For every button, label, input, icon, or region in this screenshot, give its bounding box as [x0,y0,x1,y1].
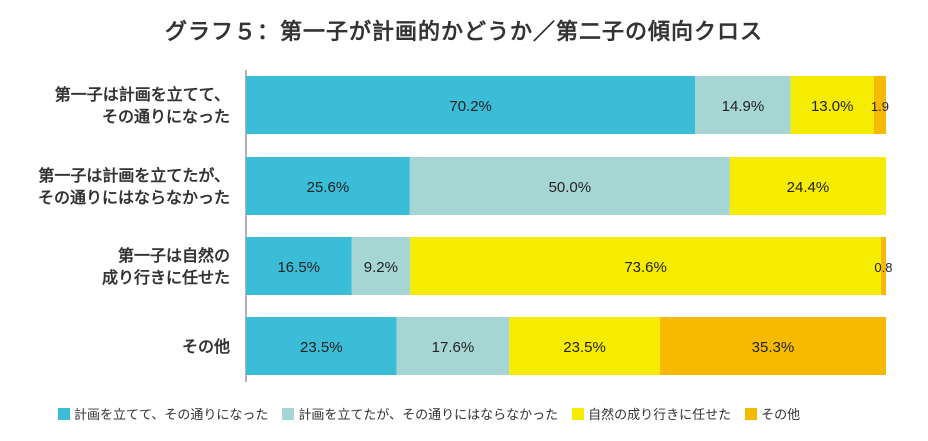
legend-item: 自然の成り行きに任せた [572,404,731,423]
legend-label: 計画を立てたが、その通りにはならなかった [298,408,559,423]
legend-label: 計画を立てて、その通りになった [74,408,269,423]
bar-segment [246,76,696,134]
bar-segment [509,317,660,375]
data-label: 0.8 [874,260,892,275]
chart-title: グラフ５：第一子が計画的かどうか／第二子の傾向クロス [164,20,763,45]
bar-segment [695,76,791,134]
data-label: 50.0% [549,179,592,196]
legend-label: 自然の成り行きに任せた [588,408,732,423]
data-label: 1.9 [871,99,889,114]
data-label: 24.4% [787,179,830,196]
bar-segment [409,157,730,215]
data-label: 14.9% [722,98,765,115]
legend-label: その他 [761,408,801,423]
category-label: その通りになった [102,107,230,126]
data-label: 23.5% [563,339,606,356]
data-label: 16.5% [277,259,320,276]
data-label: 9.2% [364,259,398,276]
data-label: 17.6% [432,339,475,356]
category-label: 第一子は計画を立てたが、 [38,166,230,185]
data-label: 13.0% [811,98,854,115]
legend-swatch [282,407,295,420]
bar-segment [246,157,410,215]
legend-item: その他 [745,404,800,423]
category-label: 第一子は計画を立てて、 [55,85,230,104]
bar-segment [729,157,886,215]
data-label: 73.6% [624,259,667,276]
legend-swatch [58,407,70,420]
bar-segment [246,237,352,295]
bar-segment [790,76,874,134]
bar-segment [880,237,886,295]
bar-segment [410,237,881,295]
legend-swatch [572,407,585,420]
bar-segment [873,76,886,134]
bar-segment [246,317,397,375]
bar-segment [659,317,886,375]
data-label: 70.2% [449,98,492,115]
category-label: 成り行きに任せた [102,268,230,287]
bar-segment [351,237,411,295]
data-label: 25.6% [307,179,350,196]
data-label: 35.3% [752,339,795,356]
legend-item: 計画を立てて、その通りになった [58,404,268,423]
legend-item: 計画を立てたが、その通りにはならなかった [282,404,558,423]
stacked-bar-chart: 第一子は計画を立てて、その通りになった 70.2% 14.9% 13.0% 1.9 第一子… [38,70,892,382]
category-label: 第一子は自然の [118,246,230,265]
category-label: その他 [182,337,230,356]
category-label: その通りにはならなかった [38,188,230,207]
chart-legend: 計画を立てて、その通りになった 計画を立てたが、その通りにはならなかった 自然の成り… [58,404,918,423]
bar-segment [396,317,510,375]
data-label: 23.5% [300,339,343,356]
legend-swatch [745,407,758,420]
